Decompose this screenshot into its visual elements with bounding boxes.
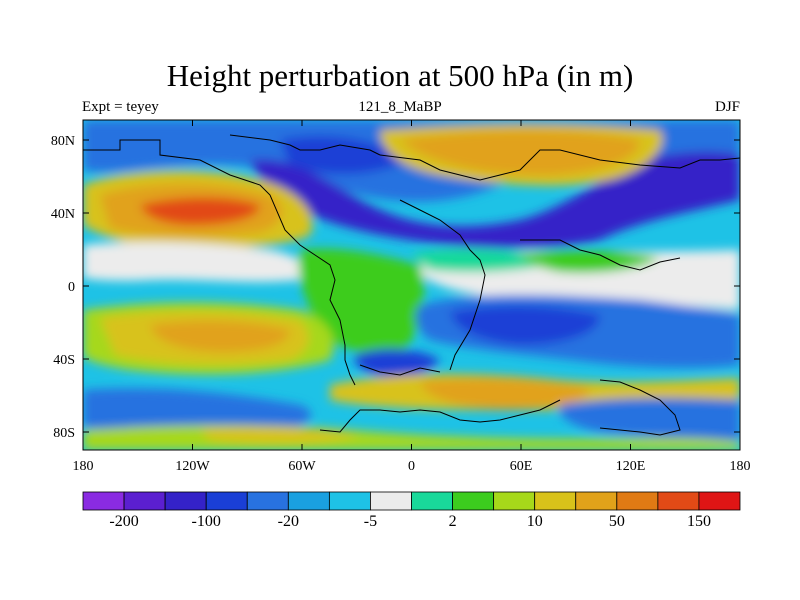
x-tick-label: 180 — [730, 459, 751, 474]
x-tick-label: 60W — [288, 459, 316, 474]
colorbar-swatch — [534, 491, 577, 511]
colorbar-label: 2 — [449, 513, 457, 530]
colorbar: -200 -100 -20 -5 2 10 50 150 — [82, 491, 741, 530]
y-tick-label: 80N — [51, 134, 75, 149]
colorbar-swatch — [493, 491, 536, 511]
x-tick-label: 60E — [510, 459, 533, 474]
x-tick-label: 120W — [175, 459, 210, 474]
colorbar-label: 150 — [687, 513, 711, 530]
colorbar-swatch — [657, 491, 700, 511]
x-tick-label: 120E — [616, 459, 646, 474]
colorbar-swatch — [411, 491, 453, 511]
y-tick-label: 40N — [51, 207, 75, 222]
plot-title: Height perturbation at 500 hPa (in m) — [166, 58, 634, 93]
colorbar-swatch — [205, 491, 248, 511]
colorbar-swatch — [246, 491, 289, 511]
colorbar-swatch — [370, 491, 412, 511]
colorbar-swatch — [164, 491, 207, 511]
axis-ticks: 80N 40N 0 40S 80S 180 120W 60W 0 60E 120E 180 — [51, 120, 751, 474]
coastline — [83, 134, 740, 436]
colorbar-label: 10 — [527, 513, 543, 530]
colorbar-swatch — [698, 491, 741, 511]
y-tick-label: 80S — [53, 426, 75, 441]
colorbar-label: -100 — [192, 513, 221, 530]
experiment-label: Expt = teyey — [82, 99, 159, 115]
y-tick-label: 40S — [53, 353, 75, 368]
colorbar-swatch — [575, 491, 618, 511]
x-tick-label: 0 — [408, 459, 415, 474]
colorbar-swatch — [452, 491, 495, 511]
x-tick-label: 180 — [73, 459, 94, 474]
colorbar-swatch — [287, 491, 330, 511]
colorbar-label: -200 — [109, 513, 138, 530]
colorbar-label: -5 — [364, 513, 377, 530]
colorbar-swatch — [328, 491, 371, 511]
colorbar-label: 50 — [609, 513, 625, 530]
season-label: DJF — [714, 99, 740, 115]
run-label: 121_8_MaBP — [358, 99, 442, 115]
colorbar-swatch — [616, 491, 659, 511]
colorbar-label: -20 — [278, 513, 299, 530]
y-tick-label: 0 — [68, 280, 75, 295]
contour-field — [83, 120, 740, 450]
colorbar-swatch — [82, 491, 125, 511]
colorbar-swatch — [123, 491, 166, 511]
